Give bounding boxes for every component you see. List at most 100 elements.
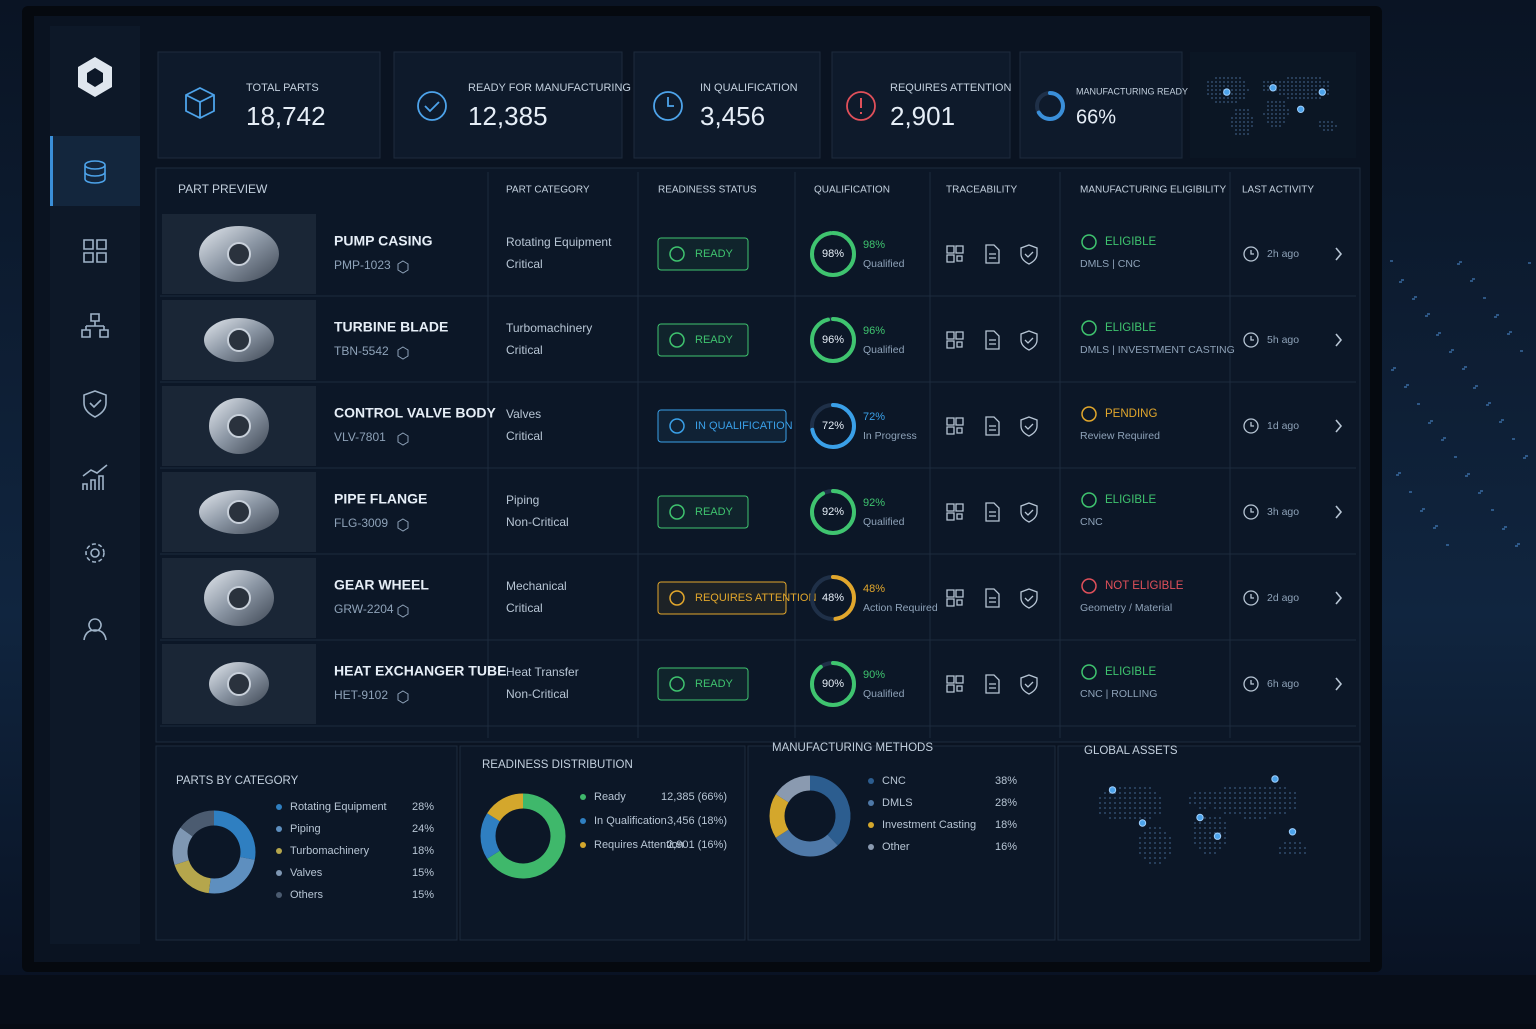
status-badge xyxy=(657,409,787,443)
part-name: HEAT EXCHANGER TUBE xyxy=(334,663,506,679)
map-dot xyxy=(1289,802,1291,804)
map-dot xyxy=(1149,837,1151,839)
city-light xyxy=(1399,281,1402,283)
row-chevron[interactable] xyxy=(1335,677,1343,691)
row-chevron[interactable] xyxy=(1335,333,1343,347)
map-dot xyxy=(1311,81,1313,83)
map-dot xyxy=(1264,807,1266,809)
map-dot xyxy=(1194,832,1196,834)
panel-title: PARTS BY CATEGORY xyxy=(176,775,299,787)
kpi-icon-check xyxy=(417,91,447,121)
donut-segment xyxy=(769,794,789,838)
row-chevron[interactable] xyxy=(1335,419,1343,433)
city-light xyxy=(1501,419,1504,421)
trace-shield-icon xyxy=(1020,674,1038,695)
row-chevron[interactable] xyxy=(1335,505,1343,519)
activity-clock-icon xyxy=(1243,246,1259,262)
nav-icon-database xyxy=(84,160,106,184)
map-dot xyxy=(1154,807,1156,809)
progress-ring xyxy=(1035,91,1065,121)
trace-doc-icon xyxy=(985,330,1000,350)
map-dot xyxy=(1319,85,1321,87)
row-chevron[interactable] xyxy=(1335,591,1343,605)
map-dot xyxy=(1289,847,1291,849)
map-dot xyxy=(1239,89,1241,91)
map-dot xyxy=(1199,832,1201,834)
part-code: TBN-5542 xyxy=(334,344,389,358)
map-dot xyxy=(1284,787,1286,789)
map-dot xyxy=(1254,797,1256,799)
map-dot xyxy=(1287,97,1289,99)
map-dot xyxy=(1211,97,1213,99)
map-dot xyxy=(1199,802,1201,804)
map-dot xyxy=(1319,81,1321,83)
part-criticality: Critical xyxy=(506,343,543,357)
map-dot xyxy=(1235,85,1237,87)
legend-name: Others xyxy=(290,889,324,901)
map-dot xyxy=(1144,817,1146,819)
legend-name: Other xyxy=(882,841,910,853)
map-dot xyxy=(1271,109,1273,111)
map-dot xyxy=(1299,85,1301,87)
donut-segment xyxy=(809,775,851,846)
part-code: FLG-3009 xyxy=(334,516,388,530)
legend-value: 24% xyxy=(412,823,434,835)
map-dot xyxy=(1219,842,1221,844)
city-light xyxy=(1491,509,1494,511)
map-dot xyxy=(1119,807,1121,809)
map-dot xyxy=(1315,97,1317,99)
row-chevron[interactable] xyxy=(1335,247,1343,261)
city-light xyxy=(1480,490,1483,492)
map-dot xyxy=(1204,837,1206,839)
map-dot xyxy=(1215,93,1217,95)
map-dot xyxy=(1144,802,1146,804)
map-dot xyxy=(1129,812,1131,814)
part-category: Mechanical xyxy=(506,579,567,593)
map-dot xyxy=(1239,113,1241,115)
map-dot xyxy=(1209,832,1211,834)
map-dot xyxy=(1149,857,1151,859)
city-light xyxy=(1486,404,1489,406)
map-dot xyxy=(1219,847,1221,849)
map-dot xyxy=(1283,81,1285,83)
map-dot xyxy=(1224,812,1226,814)
map-dot xyxy=(1199,792,1201,794)
city-light xyxy=(1443,437,1446,439)
map-dot xyxy=(1219,89,1221,91)
status-text: REQUIRES ATTENTION xyxy=(695,592,816,604)
map-dot xyxy=(1199,847,1201,849)
map-dot xyxy=(1267,89,1269,91)
map-dot xyxy=(1229,792,1231,794)
legend-name: CNC xyxy=(882,775,906,787)
map-dot xyxy=(1139,837,1141,839)
map-dot xyxy=(1275,117,1277,119)
map-dot xyxy=(1289,792,1291,794)
activity-clock-hands xyxy=(1250,508,1254,513)
map-dot xyxy=(1239,77,1241,79)
map-dot xyxy=(1099,807,1101,809)
map-dot xyxy=(1283,93,1285,95)
map-dot xyxy=(1244,817,1246,819)
map-dot xyxy=(1214,822,1216,824)
city-light xyxy=(1422,508,1425,510)
status-badge xyxy=(657,495,749,529)
map-dot xyxy=(1299,847,1301,849)
map-dot xyxy=(1159,837,1161,839)
city-light xyxy=(1454,456,1457,458)
map-dot xyxy=(1104,792,1106,794)
map-dot xyxy=(1231,97,1233,99)
map-dot xyxy=(1247,125,1249,127)
map-dot xyxy=(1124,787,1126,789)
map-dot xyxy=(1209,827,1211,829)
kpi-icon-clock-hands xyxy=(667,97,674,107)
map-dot xyxy=(1271,105,1273,107)
activity-clock-hands xyxy=(1250,680,1254,685)
city-light xyxy=(1472,278,1475,280)
map-dot xyxy=(1164,842,1166,844)
city-light xyxy=(1475,385,1478,387)
map-dot xyxy=(1154,797,1156,799)
city-light xyxy=(1435,525,1438,527)
city-light xyxy=(1457,263,1460,265)
map-dot xyxy=(1279,847,1281,849)
map-dot xyxy=(1247,109,1249,111)
